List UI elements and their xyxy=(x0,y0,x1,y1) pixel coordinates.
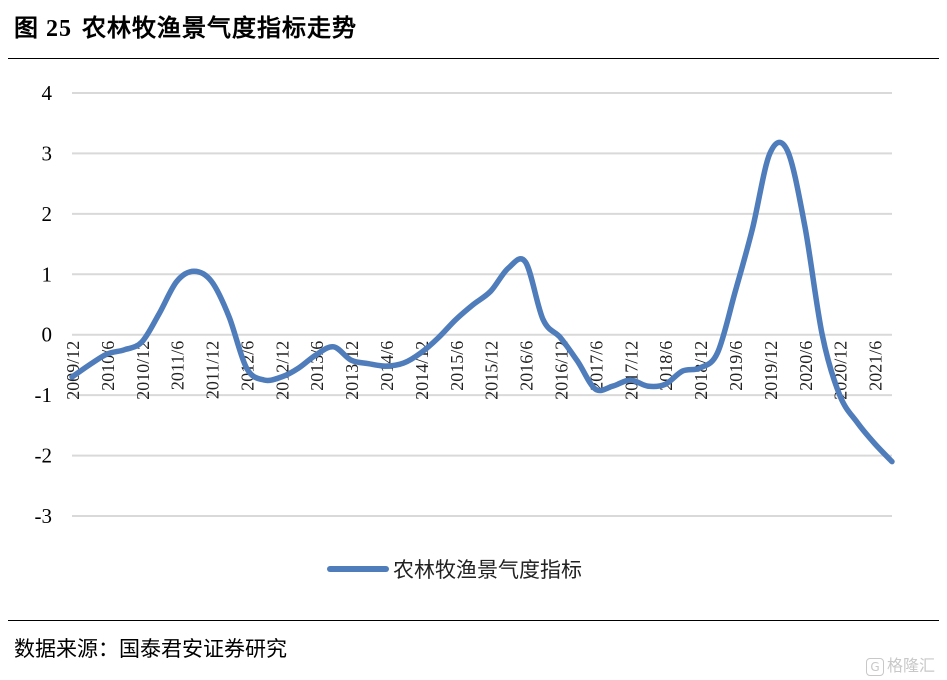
x-axis-ticks: 2009/12 2010/6 2010/12 2011/6 2011/12 2012/6 2… xyxy=(63,341,886,400)
watermark: G 格隆汇 xyxy=(865,652,935,676)
figure-number: 图 25 xyxy=(14,16,72,42)
x-tick-label: 2010/6 xyxy=(98,341,118,391)
y-tick-label: 4 xyxy=(42,81,53,105)
x-tick-label: 2019/6 xyxy=(726,341,746,391)
bottom-rule xyxy=(8,620,939,621)
legend: 农林牧渔景气度指标 xyxy=(327,558,582,582)
figure-title-text: 农林牧渔景气度指标走势 xyxy=(82,13,357,42)
x-tick-label: 2021/6 xyxy=(866,341,886,391)
figure-title: 图 25 农林牧渔景气度指标走势 xyxy=(14,8,357,43)
grid-lines xyxy=(72,92,892,517)
x-tick-label: 2015/6 xyxy=(447,341,467,391)
series-line xyxy=(69,139,895,465)
y-tick-label: 1 xyxy=(42,262,53,286)
y-tick-label: 2 xyxy=(42,202,53,226)
x-tick-label: 2016/12 xyxy=(552,341,572,400)
x-tick-label: 2012/12 xyxy=(272,341,292,400)
x-tick-label: 2016/6 xyxy=(517,341,537,391)
watermark-text: 格隆汇 xyxy=(886,656,935,675)
top-rule xyxy=(8,58,939,59)
legend-label: 农林牧渔景气度指标 xyxy=(393,558,582,582)
y-tick-label: 3 xyxy=(42,141,53,165)
x-tick-label: 2013/12 xyxy=(342,341,362,400)
y-axis-ticks: 4 3 2 1 0 -1 -2 -3 xyxy=(35,81,53,528)
x-tick-label: 2015/12 xyxy=(482,341,502,400)
x-tick-label: 2010/12 xyxy=(133,341,153,400)
x-tick-label: 2011/12 xyxy=(203,341,223,399)
x-tick-label: 2011/6 xyxy=(168,341,188,390)
watermark-logo-icon: G xyxy=(865,657,884,676)
x-tick-label: 2009/12 xyxy=(63,341,83,400)
y-tick-label: -3 xyxy=(35,504,53,528)
x-tick-label: 2017/6 xyxy=(586,341,606,391)
y-tick-label: -2 xyxy=(35,444,53,468)
series-group xyxy=(69,139,895,465)
y-tick-label: -1 xyxy=(35,383,53,407)
x-tick-label: 2020/6 xyxy=(796,341,816,391)
line-chart: 4 3 2 1 0 -1 -2 -3 2009/12 2010/6 2010/12 2011/6 20… xyxy=(35,81,895,582)
x-tick-label: 2019/12 xyxy=(761,341,781,400)
x-tick-label: 2017/12 xyxy=(621,341,641,400)
source-note: 数据来源：国泰君安证券研究 xyxy=(14,637,287,661)
y-tick-label: 0 xyxy=(42,323,53,347)
